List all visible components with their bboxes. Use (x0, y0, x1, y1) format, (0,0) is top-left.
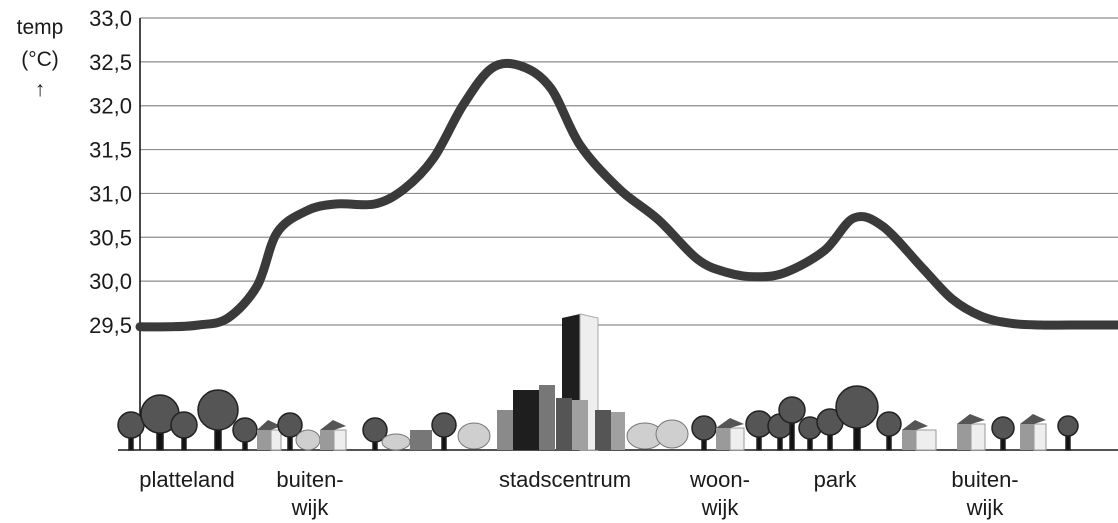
house-icon (957, 414, 986, 451)
y-tick-label: 32,5 (89, 50, 132, 75)
house-icon (716, 418, 745, 451)
house-icon (1020, 414, 1047, 451)
y-axis-title-line2: (°C) (21, 48, 59, 71)
y-tick-label: 29,5 (89, 313, 132, 338)
y-tick-label: 31,0 (89, 181, 132, 206)
category-label-line2: wijk (966, 495, 1005, 520)
x-category-labels: platteland buiten-wijk stadscentrum woon-wi… (139, 467, 1018, 520)
shrub-icon (381, 433, 411, 451)
category-label: stadscentrum (499, 467, 631, 492)
tree-icon (798, 416, 822, 451)
y-tick-label: 32,0 (89, 94, 132, 119)
tree-icon (1057, 415, 1079, 451)
category-label: platteland (139, 467, 234, 492)
y-tick-labels: 29,5 30,0 30,5 31,0 31,5 32,0 32,5 33,0 (89, 6, 132, 338)
y-axis-title-line1: temp (17, 16, 64, 39)
building-icon (595, 410, 625, 450)
category-label: woon- (689, 467, 750, 492)
tree-icon (835, 385, 879, 451)
shrub-icon (626, 419, 689, 450)
tree-icon (197, 389, 239, 451)
category-label: buiten- (951, 467, 1018, 492)
category-label-line2: wijk (701, 495, 740, 520)
y-tick-label: 33,0 (89, 6, 132, 31)
category-label: park (814, 467, 858, 492)
tree-icon (876, 411, 902, 451)
building-icon (556, 398, 588, 450)
grid-lines (140, 17, 1118, 326)
y-axis-title-arrow: ↑ (35, 78, 46, 101)
tree-icon (991, 416, 1015, 451)
shrub-icon (295, 429, 321, 451)
shrub-icon (457, 422, 491, 450)
category-label: buiten- (276, 467, 343, 492)
building-icon (513, 385, 555, 450)
tree-icon (277, 412, 303, 451)
tree-icon (691, 415, 717, 451)
tree-icon (140, 394, 180, 451)
category-label-line2: wijk (291, 495, 330, 520)
house-icon (257, 420, 282, 451)
tree-icon (170, 411, 198, 451)
house-icon (902, 420, 937, 451)
tree-icon (362, 417, 388, 451)
y-tick-label: 31,5 (89, 138, 132, 163)
building-icon (410, 430, 432, 450)
landscape-illustration (117, 313, 1079, 451)
temperature-line (135, 58, 1118, 332)
house-icon (320, 420, 347, 451)
tree-icon (778, 396, 806, 451)
building-icon (497, 410, 513, 450)
y-axis-title: temp (°C) ↑ (17, 16, 64, 101)
y-tick-label: 30,0 (89, 269, 132, 294)
tree-icon (431, 412, 457, 451)
y-tick-label: 30,5 (89, 225, 132, 250)
tree-icon (232, 417, 258, 451)
